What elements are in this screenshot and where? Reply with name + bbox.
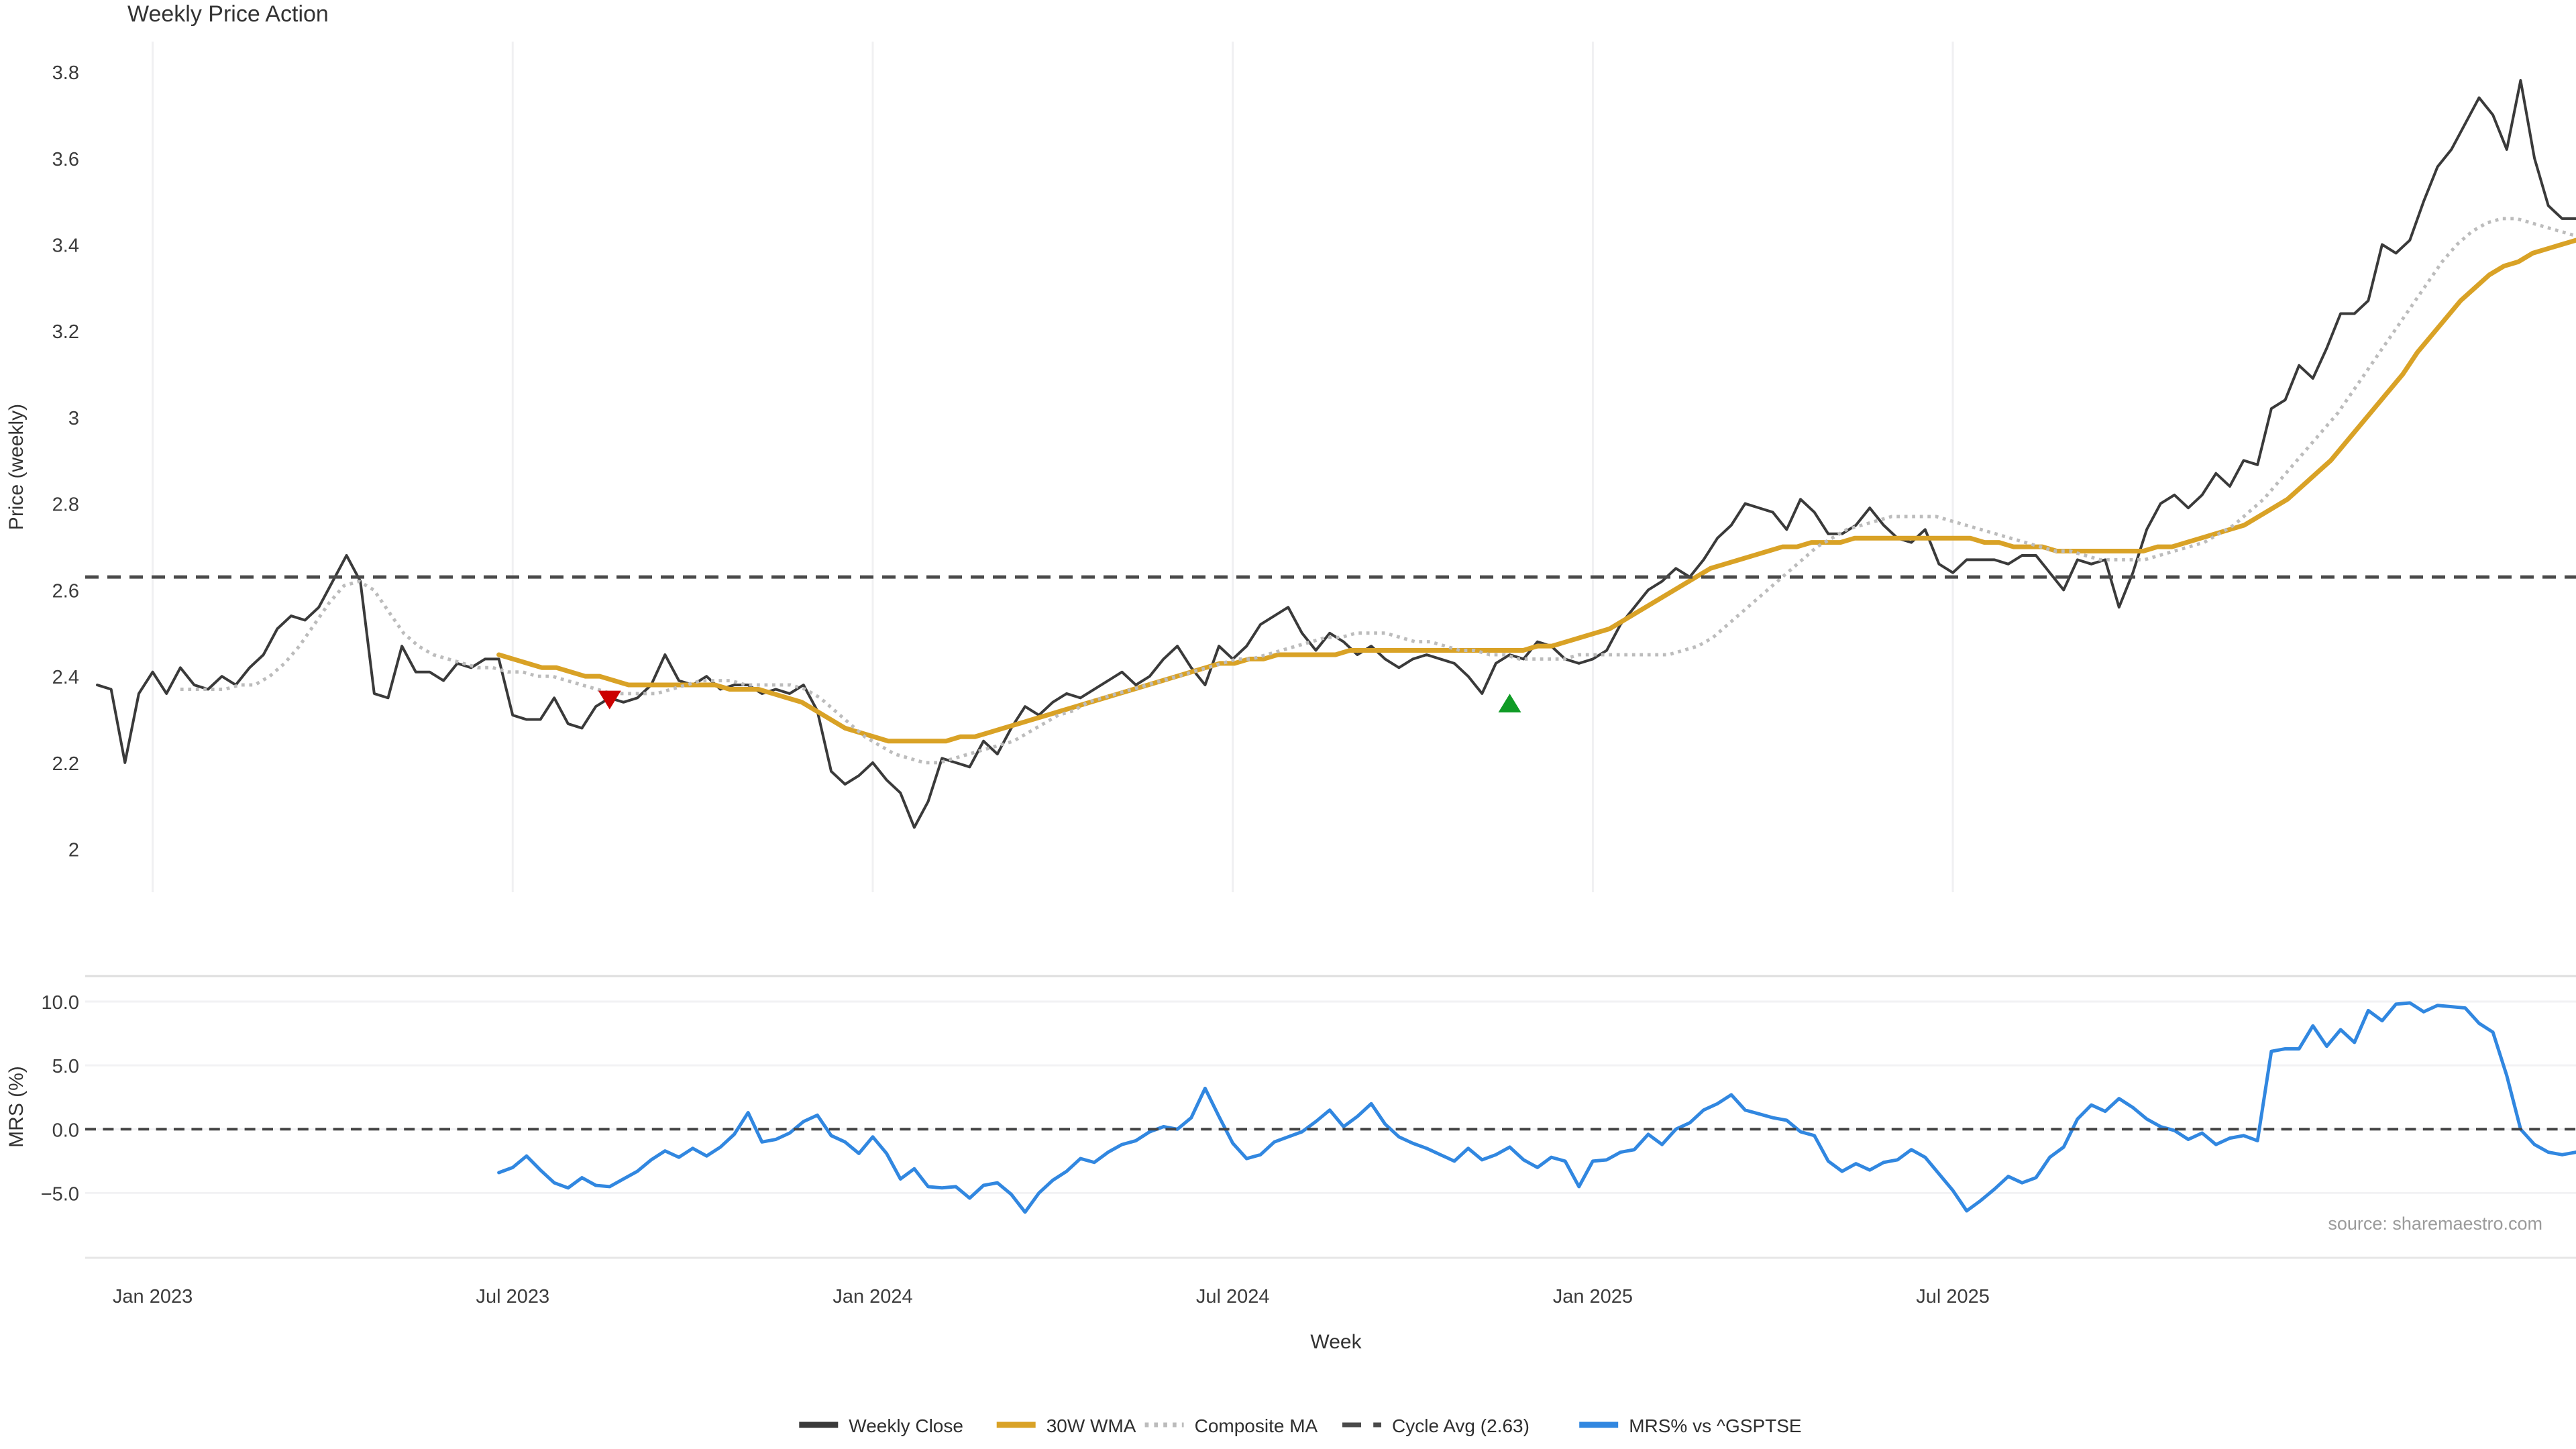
legend-label-3[interactable]: Cycle Avg (2.63) bbox=[1392, 1415, 1529, 1436]
price-ytick-8: 3.6 bbox=[52, 149, 79, 170]
mrs-panel: −5.0 0.0 5.0 10.0 MRS (%) bbox=[5, 975, 2576, 1259]
xtick-1: Jul 2023 bbox=[476, 1286, 549, 1307]
xtick-2: Jan 2024 bbox=[833, 1286, 912, 1307]
price-ytick-7: 3.4 bbox=[52, 235, 79, 257]
mrs-series-0 bbox=[497, 1001, 2576, 1214]
price-panel: 2 2.2 2.4 2.6 2.8 3 3.2 3.4 3.6 3.8 Price (weekly) bbox=[5, 42, 2576, 892]
xtick-3: Jul 2024 bbox=[1196, 1286, 1270, 1307]
price-ytick-2: 2.4 bbox=[52, 667, 79, 688]
mrs-ytick-2: 5.0 bbox=[52, 1056, 79, 1077]
chart-legend: Weekly Close 30W WMA Composite MA Cycle Avg… bbox=[799, 1415, 1802, 1436]
price-ytick-4: 2.8 bbox=[52, 494, 79, 516]
price-series-2 bbox=[180, 217, 2576, 765]
source-note: source: sharemaestro.com bbox=[2328, 1214, 2542, 1234]
legend-label-1[interactable]: 30W WMA bbox=[1046, 1415, 1136, 1436]
mrs-ytick-3: 10.0 bbox=[42, 992, 79, 1014]
xtick-5: Jul 2025 bbox=[1916, 1286, 1990, 1307]
legend-label-0[interactable]: Weekly Close bbox=[849, 1415, 963, 1436]
sell-signal-marker bbox=[598, 690, 621, 710]
x-axis-title: Week bbox=[1310, 1331, 1362, 1353]
price-ytick-3: 2.6 bbox=[52, 580, 79, 602]
legend-label-4[interactable]: MRS% vs ^GSPTSE bbox=[1629, 1415, 1801, 1436]
price-ytick-9: 3.8 bbox=[52, 62, 79, 84]
price-series-1 bbox=[496, 237, 2576, 744]
xtick-0: Jan 2023 bbox=[113, 1286, 193, 1307]
price-ytick-6: 3.2 bbox=[52, 321, 79, 343]
chart-title: Weekly Price Action bbox=[127, 1, 329, 27]
price-series-0 bbox=[96, 78, 2576, 829]
price-axis-title: Price (weekly) bbox=[5, 404, 28, 530]
mrs-axis-title: MRS (%) bbox=[5, 1066, 28, 1148]
mrs-ytick-0: −5.0 bbox=[41, 1183, 79, 1205]
legend-label-2[interactable]: Composite MA bbox=[1195, 1415, 1318, 1436]
xtick-4: Jan 2025 bbox=[1553, 1286, 1633, 1307]
x-axis: Jan 2023 Jul 2023 Jan 2024 Jul 2024 Jan 2025… bbox=[113, 1286, 1990, 1353]
mrs-ytick-1: 0.0 bbox=[52, 1120, 79, 1141]
buy-signal-marker bbox=[1498, 694, 1521, 713]
price-ytick-5: 3 bbox=[68, 408, 79, 429]
price-ytick-1: 2.2 bbox=[52, 753, 79, 775]
price-ytick-0: 2 bbox=[68, 840, 79, 861]
